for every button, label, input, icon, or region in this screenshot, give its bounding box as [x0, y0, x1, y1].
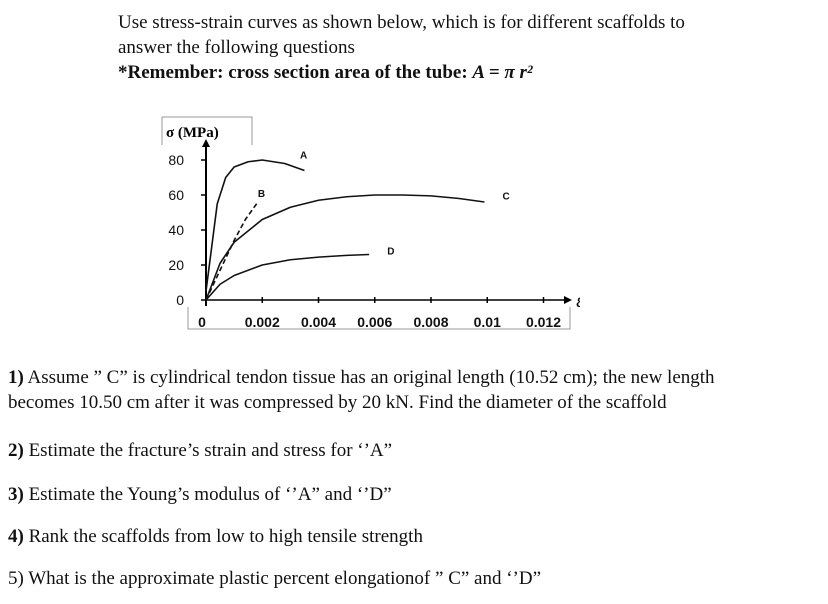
xtick-box: [187, 307, 571, 330]
intro-line-2: answer the following questions: [118, 37, 355, 58]
x-tick-labels: 0 0.002 0.004 0.006 0.008 0.01 0.012: [198, 297, 561, 330]
chart-frame: [161, 116, 571, 330]
y-axis-label: σ (MPa): [166, 125, 219, 141]
question-4-text: Rank the scaffolds from low to high tens…: [23, 526, 423, 547]
question-3-text: Estimate the Young’s modulus of ‘’A” and…: [23, 484, 392, 505]
curve-label-a: A: [300, 150, 307, 161]
x-tick-label: 0.004: [301, 314, 336, 330]
remember-line: *Remember: cross section area of the tub…: [118, 60, 818, 85]
remember-label: *Remember: cross section area of the tub…: [118, 62, 473, 83]
x-tick-label: 0.008: [413, 314, 448, 330]
curve-label-c: C: [503, 191, 510, 202]
curve-label-d: D: [387, 247, 394, 258]
y-tick-label: 40: [168, 222, 184, 238]
x-tick-label: 0.006: [357, 314, 392, 330]
y-axis-arrow: [202, 139, 210, 147]
curve-a: [205, 159, 305, 292]
x-tick-label: 0.01: [474, 314, 501, 330]
y-tick-labels: 80 60 40 20 0: [168, 152, 206, 308]
question-2-text: Estimate the fracture’s strain and stres…: [23, 440, 393, 461]
chart-axes: [202, 139, 572, 306]
question-1-number: 1): [8, 367, 24, 388]
y-tick-label: 80: [168, 152, 184, 168]
x-axis-arrow: [564, 296, 572, 304]
question-2: 2) Estimate the fracture’s strain and st…: [8, 440, 392, 462]
curve-d: [205, 253, 370, 301]
question-5: 5) What is the approximate plastic perce…: [8, 568, 542, 589]
question-1-line-1: Assume ” C” is cylindrical tendon tissue…: [23, 367, 715, 388]
question-3: 3) Estimate the Young’s modulus of ‘’A” …: [8, 484, 392, 506]
y-tick-label: 60: [168, 187, 184, 203]
intro-line-1: Use stress-strain curves as shown below,…: [118, 12, 685, 33]
curve-label-b: B: [258, 189, 265, 200]
stress-strain-chart: σ (MPa) ε 80 60 40 20 0 0 0.002 0.004 0.006 0.00…: [161, 116, 580, 330]
x-tick-label: 0.012: [526, 314, 561, 330]
question-3-number: 3): [8, 484, 24, 505]
y-tick-label: 0: [176, 292, 184, 308]
intro-text: Use stress-strain curves as shown below,…: [118, 10, 818, 85]
x-axis-label: ε: [576, 290, 580, 312]
curve-b: [205, 203, 258, 301]
area-formula: A = π r²: [472, 62, 533, 83]
y-tick-label: 20: [168, 257, 184, 273]
chart-curves: A B C D: [205, 150, 510, 301]
question-4-number: 4): [8, 526, 24, 547]
x-tick-label: 0: [198, 314, 206, 330]
question-2-number: 2): [8, 440, 24, 461]
curve-c: [205, 194, 485, 301]
x-tick-label: 0.002: [245, 314, 280, 330]
ylabel-box: [161, 116, 253, 145]
question-1: 1) Assume ” C” is cylindrical tendon tis…: [8, 365, 715, 415]
question-1-line-2: becomes 10.50 cm after it was compressed…: [8, 392, 667, 413]
question-4: 4) Rank the scaffolds from low to high t…: [8, 526, 423, 548]
